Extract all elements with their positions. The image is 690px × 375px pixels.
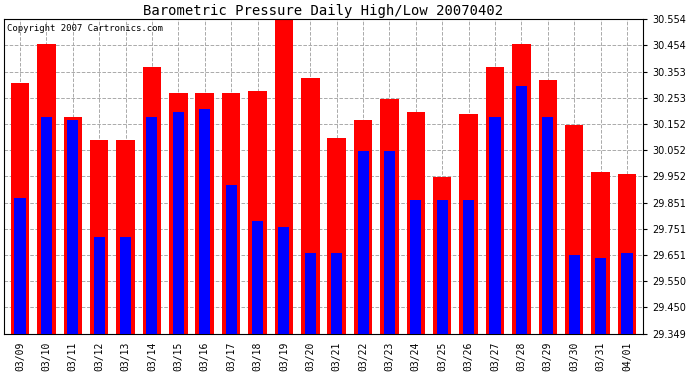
Bar xyxy=(226,185,237,334)
Bar xyxy=(248,91,267,334)
Bar xyxy=(63,117,82,334)
Bar xyxy=(539,80,557,334)
Bar xyxy=(37,44,56,334)
Bar xyxy=(411,201,422,334)
Bar xyxy=(460,114,478,334)
Bar xyxy=(143,68,161,334)
Bar xyxy=(618,174,636,334)
Bar xyxy=(146,117,157,334)
Bar xyxy=(406,112,425,334)
Bar xyxy=(172,112,184,334)
Bar xyxy=(14,198,26,334)
Text: Copyright 2007 Cartronics.com: Copyright 2007 Cartronics.com xyxy=(8,24,164,33)
Bar xyxy=(195,93,214,334)
Bar xyxy=(275,20,293,334)
Bar xyxy=(384,151,395,334)
Bar xyxy=(41,117,52,334)
Bar xyxy=(328,138,346,334)
Bar xyxy=(516,86,527,334)
Bar xyxy=(512,44,531,334)
Bar xyxy=(380,99,399,334)
Bar xyxy=(301,78,319,334)
Bar xyxy=(67,120,79,334)
Bar xyxy=(305,253,316,334)
Bar xyxy=(565,125,584,334)
Bar xyxy=(169,93,188,334)
Bar xyxy=(437,201,448,334)
Bar xyxy=(120,237,131,334)
Bar xyxy=(595,258,606,334)
Bar xyxy=(11,83,29,334)
Bar xyxy=(542,117,553,334)
Bar xyxy=(222,93,240,334)
Bar xyxy=(331,253,342,334)
Bar xyxy=(489,117,500,334)
Bar xyxy=(278,226,289,334)
Bar xyxy=(463,201,474,334)
Bar xyxy=(591,172,610,334)
Bar xyxy=(569,255,580,334)
Bar xyxy=(94,237,105,334)
Bar xyxy=(622,253,633,334)
Bar xyxy=(90,140,108,334)
Bar xyxy=(199,109,210,334)
Bar xyxy=(357,151,368,334)
Bar xyxy=(433,177,451,334)
Title: Barometric Pressure Daily High/Low 20070402: Barometric Pressure Daily High/Low 20070… xyxy=(144,4,504,18)
Bar xyxy=(252,221,263,334)
Bar xyxy=(117,140,135,334)
Bar xyxy=(486,68,504,334)
Bar xyxy=(354,120,373,334)
